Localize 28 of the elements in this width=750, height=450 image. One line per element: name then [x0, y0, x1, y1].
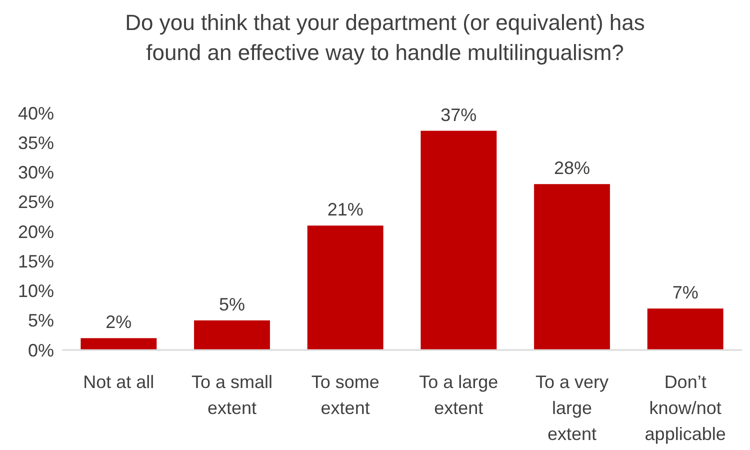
bar	[80, 338, 157, 350]
chart-title: Do you think that your department (or equivalent) has found an effective way to handle multilingualism?	[125, 10, 645, 65]
x-tick-label: Not at all	[83, 372, 154, 392]
y-tick-label: 10%	[18, 281, 54, 302]
x-tick-label: Don’t know/not applicable	[644, 372, 726, 444]
y-tick-label: 30%	[18, 162, 54, 183]
data-label: 2%	[106, 312, 132, 332]
data-label: 5%	[218, 294, 246, 314]
x-tick-label: To a large extent	[419, 372, 498, 418]
y-tick-label: 5%	[28, 310, 54, 331]
bar	[194, 320, 270, 350]
data-label: 37%	[440, 104, 477, 125]
x-tick-label: To a very large extent	[535, 372, 609, 444]
data-label: 21%	[327, 200, 364, 220]
y-tick-label: 25%	[18, 192, 54, 212]
y-tick-label: 35%	[18, 132, 54, 153]
y-tick-label: 15%	[18, 251, 54, 272]
x-tick-label: To some extent	[311, 372, 380, 418]
data-label: 7%	[672, 282, 698, 303]
bar	[420, 130, 497, 350]
bar	[647, 308, 724, 350]
y-tick-label: 20%	[18, 222, 54, 242]
x-tick-label: To a small extent	[191, 372, 273, 418]
data-label: 28%	[554, 158, 590, 178]
bar	[534, 184, 610, 350]
bar	[307, 226, 384, 350]
y-tick-label: 0%	[28, 340, 54, 360]
y-tick-label: 40%	[18, 103, 54, 124]
